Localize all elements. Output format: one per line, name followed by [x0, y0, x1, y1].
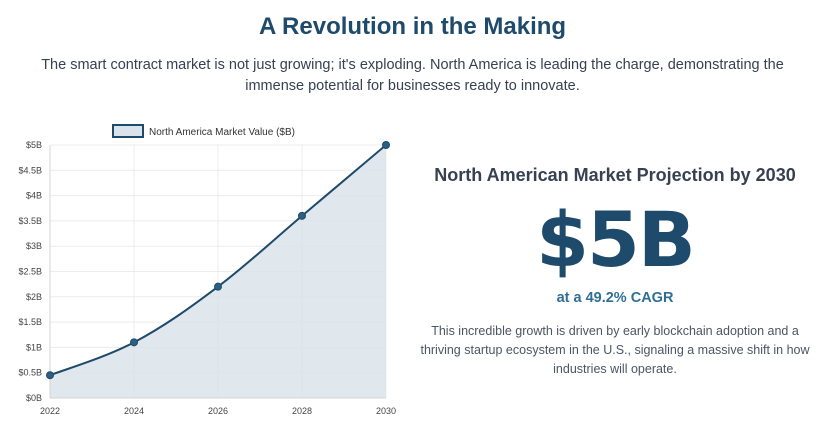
- y-tick-label: $0B: [26, 393, 42, 403]
- page-title: A Revolution in the Making: [258, 13, 567, 40]
- projection-description: This incredible growth is driven by earl…: [420, 324, 810, 376]
- page-subtitle: The smart contract market is not just gr…: [41, 57, 784, 94]
- series-area: [50, 145, 386, 398]
- chart-points: [46, 141, 390, 380]
- cagr-text: at a 49.2% CAGR: [556, 290, 674, 306]
- y-tick-label: $3B: [26, 241, 42, 251]
- y-tick-label: $4.5B: [18, 165, 42, 175]
- y-tick-label: $2.5B: [18, 267, 42, 277]
- y-tick-label: $1B: [26, 342, 42, 352]
- x-tick-label: 2030: [376, 406, 396, 416]
- y-tick-label: $3.5B: [18, 216, 42, 226]
- x-tick-label: 2022: [40, 406, 60, 416]
- y-tick-label: $1.5B: [18, 317, 42, 327]
- chart-legend[interactable]: North America Market Value ($B): [112, 124, 295, 138]
- data-point: [46, 371, 54, 380]
- legend-label: North America Market Value ($B): [149, 127, 295, 138]
- x-tick-label: 2024: [124, 406, 144, 416]
- data-point: [298, 211, 306, 220]
- y-tick-label: $5B: [26, 140, 42, 150]
- projection-value: $5B: [536, 195, 696, 284]
- x-tick-label: 2028: [292, 406, 312, 416]
- data-point: [130, 338, 138, 347]
- y-tick-label: $0.5B: [18, 368, 42, 378]
- x-tick-label: 2026: [208, 406, 228, 416]
- chart-axes: $0B $0.5B $1B $1.5B $2B $2.5B $3B $3.5B $4B $4.5B…: [18, 140, 396, 416]
- data-point: [382, 141, 390, 149]
- data-point: [214, 282, 222, 291]
- projection-heading: North American Market Projection by 2030: [434, 165, 796, 185]
- market-value-chart: $0B $0.5B $1B $1.5B $2B $2.5B $3B $3.5B $4B $4.5B…: [18, 124, 396, 416]
- projection-panel: North American Market Projection by 2030…: [415, 165, 815, 379]
- y-tick-label: $4B: [26, 191, 42, 201]
- y-tick-label: $2B: [26, 292, 42, 302]
- legend-swatch: [112, 124, 144, 138]
